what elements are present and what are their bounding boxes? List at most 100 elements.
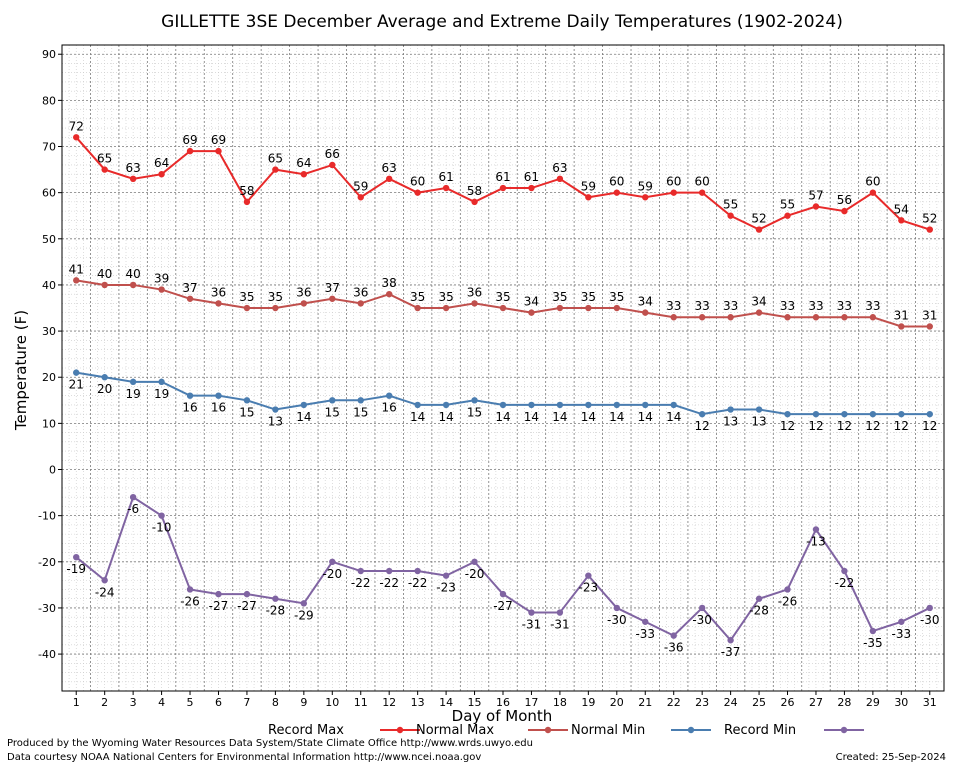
- legend-label: Record Min: [724, 723, 796, 738]
- grid: [62, 44, 944, 692]
- x-tick-label: 16: [496, 696, 510, 709]
- data-label: 15: [325, 405, 340, 419]
- data-point: [698, 314, 706, 321]
- data-label: 33: [837, 299, 852, 313]
- data-label: 14: [296, 410, 311, 424]
- data-point: [329, 397, 336, 404]
- data-point: [585, 304, 592, 312]
- data-label: 12: [695, 419, 710, 433]
- data-point: [642, 309, 649, 316]
- data-point: [300, 401, 308, 409]
- data-point: [784, 410, 791, 418]
- data-point: [642, 401, 649, 409]
- data-label: 59: [353, 179, 368, 193]
- data-point: [357, 300, 364, 307]
- data-label: 33: [666, 299, 681, 313]
- data-point: [129, 281, 137, 289]
- data-label: 56: [837, 193, 852, 207]
- data-point: [442, 401, 450, 409]
- legend-label: Normal Min: [571, 723, 645, 738]
- data-point: [670, 401, 677, 409]
- data-point: [73, 369, 80, 376]
- x-tick-label: 21: [638, 696, 652, 709]
- data-point: [186, 392, 194, 399]
- data-label: 35: [268, 290, 283, 304]
- data-point: [528, 401, 535, 409]
- data-point: [499, 304, 507, 312]
- data-point: [215, 590, 222, 598]
- data-label: -20: [465, 567, 485, 581]
- data-point: [670, 314, 677, 321]
- data-label: -33: [635, 627, 655, 641]
- data-point: [926, 323, 933, 330]
- data-point: [841, 314, 848, 321]
- data-point: [585, 401, 592, 409]
- x-tick-label: 29: [866, 696, 880, 709]
- data-label: 35: [581, 290, 596, 304]
- footer-data-courtesy: Data courtesy NOAA National Centers for …: [7, 752, 482, 763]
- data-label: -6: [127, 502, 139, 516]
- data-label: 21: [69, 378, 84, 392]
- data-label: 40: [125, 267, 140, 281]
- y-axis-label: Temperature (F): [12, 310, 30, 431]
- data-point: [272, 595, 279, 602]
- x-tick-label: 31: [923, 696, 937, 709]
- data-label: 36: [296, 285, 311, 299]
- data-point: [129, 378, 137, 386]
- data-label: 35: [495, 290, 510, 304]
- data-point: [385, 290, 393, 298]
- data-point: [300, 171, 308, 178]
- data-point: [613, 189, 621, 196]
- legend-item: Record Min: [724, 723, 864, 738]
- data-point: [727, 314, 734, 321]
- x-tick-label: 18: [553, 696, 567, 709]
- data-label: 69: [182, 133, 197, 147]
- data-label: -13: [806, 535, 826, 549]
- footer-created-date: Created: 25-Sep-2024: [835, 752, 946, 763]
- data-point: [784, 586, 791, 593]
- data-label: -23: [436, 581, 456, 595]
- data-label: 15: [353, 405, 368, 419]
- data-point: [755, 309, 763, 316]
- data-label: 59: [638, 179, 653, 193]
- x-tick-label: 23: [695, 696, 709, 709]
- legend-item: Normal Min: [571, 723, 711, 738]
- x-tick-label: 24: [724, 696, 738, 709]
- data-point: [613, 604, 621, 612]
- data-point: [784, 314, 791, 321]
- data-label: 36: [211, 285, 226, 299]
- data-label: -31: [522, 618, 542, 632]
- x-tick-label: 8: [272, 696, 279, 709]
- data-point: [698, 604, 706, 612]
- data-label: 63: [382, 161, 397, 175]
- y-tick-label: 80: [42, 94, 56, 107]
- data-point: [129, 175, 137, 183]
- data-label: 16: [182, 401, 197, 415]
- series-normal-min: 21 20 19 19 16 16 15 13 14 15 15 16 14 14 15 14 14 14 14 14…: [69, 369, 937, 433]
- data-label: 14: [609, 410, 624, 424]
- data-point: [215, 300, 222, 307]
- data-point: [556, 609, 564, 616]
- data-point: [841, 410, 848, 418]
- data-label: -23: [579, 581, 599, 595]
- x-tick-label: 6: [215, 696, 222, 709]
- series-record-min: -19 -24 -6 -10 -26 -27 -27 -28 -29 -20 -22 -22 -22 -2…: [66, 494, 940, 659]
- data-label: 36: [467, 285, 482, 299]
- data-label: 61: [438, 170, 453, 184]
- x-tick-label: 10: [325, 696, 339, 709]
- data-point: [784, 212, 791, 219]
- data-label: 12: [894, 419, 909, 433]
- data-label: 14: [438, 410, 453, 424]
- data-point: [698, 410, 706, 418]
- x-tick-label: 2: [101, 696, 108, 709]
- data-label: 35: [410, 290, 425, 304]
- data-point: [385, 392, 393, 399]
- data-point: [357, 567, 364, 575]
- data-point: [755, 595, 763, 602]
- data-label: 14: [495, 410, 510, 424]
- data-point: [129, 494, 137, 501]
- data-label: 58: [467, 184, 482, 198]
- data-point: [755, 406, 763, 413]
- data-point: [243, 590, 251, 598]
- data-label: 38: [382, 276, 397, 290]
